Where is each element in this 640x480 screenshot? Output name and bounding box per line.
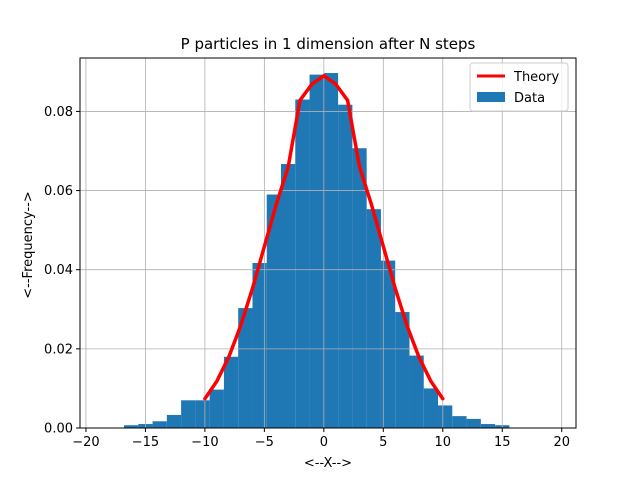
legend-data-label: Data bbox=[514, 91, 545, 106]
axes bbox=[76, 57, 577, 432]
y-tick-label: 0.06 bbox=[44, 184, 73, 199]
data-bars bbox=[124, 73, 510, 429]
histogram-bar bbox=[181, 400, 196, 428]
x-axis-label: <--X--> bbox=[304, 456, 352, 471]
x-tick-label: 10 bbox=[435, 435, 452, 450]
histogram-bar bbox=[423, 388, 439, 428]
grid bbox=[80, 58, 576, 429]
histogram-bar bbox=[480, 424, 496, 428]
histogram-bar bbox=[124, 425, 139, 428]
legend-data-swatch bbox=[477, 92, 505, 102]
histogram-bar bbox=[466, 418, 481, 428]
histogram-bar bbox=[409, 355, 424, 428]
x-tick-label: 0 bbox=[320, 435, 328, 450]
y-tick-label: 0.02 bbox=[44, 342, 73, 357]
histogram-bar bbox=[252, 262, 267, 428]
tick-labels: −20 −15 −10 −5 0 5 10 15 20 0.00 0.02 0.04 0.06 0.08 bbox=[44, 105, 570, 450]
histogram-bar bbox=[195, 400, 210, 428]
histogram-bar bbox=[309, 74, 324, 428]
histogram-bar bbox=[238, 308, 253, 428]
histogram-bar bbox=[266, 194, 282, 428]
theory-curve bbox=[203, 74, 445, 401]
histogram-bar bbox=[395, 312, 410, 428]
x-tick-label: 15 bbox=[494, 435, 511, 450]
x-tick-label: −5 bbox=[255, 435, 274, 450]
histogram-bar bbox=[452, 416, 467, 428]
y-axis-label: <--Frequency--> bbox=[21, 191, 36, 298]
x-tick-label: 5 bbox=[379, 435, 387, 450]
x-tick-label: −10 bbox=[191, 435, 218, 450]
histogram-bar bbox=[438, 405, 453, 428]
histogram-bar bbox=[380, 260, 396, 428]
plot-frame bbox=[79, 57, 577, 429]
histogram-bar bbox=[281, 164, 296, 429]
y-tick-label: 0.04 bbox=[44, 263, 73, 278]
histogram-bar bbox=[295, 99, 310, 428]
y-tick-label: 0.08 bbox=[44, 105, 73, 120]
y-tick-label: 0.00 bbox=[44, 422, 73, 437]
theory-line bbox=[203, 74, 445, 401]
chart-title: P particles in 1 dimension after N steps bbox=[181, 35, 476, 53]
histogram-bar bbox=[223, 356, 239, 428]
histogram-bar bbox=[366, 209, 381, 428]
x-tick-label: 20 bbox=[553, 435, 570, 450]
histogram-bar bbox=[209, 389, 224, 428]
histogram-bar bbox=[338, 104, 353, 428]
histogram-bar bbox=[152, 421, 167, 428]
legend-theory-label: Theory bbox=[513, 70, 559, 85]
histogram-bar bbox=[166, 414, 182, 428]
histogram-bar bbox=[323, 73, 339, 429]
histogram-bar bbox=[352, 148, 367, 428]
x-tick-label: −20 bbox=[72, 435, 99, 450]
x-tick-label: −15 bbox=[132, 435, 159, 450]
legend: Theory Data bbox=[469, 62, 569, 112]
